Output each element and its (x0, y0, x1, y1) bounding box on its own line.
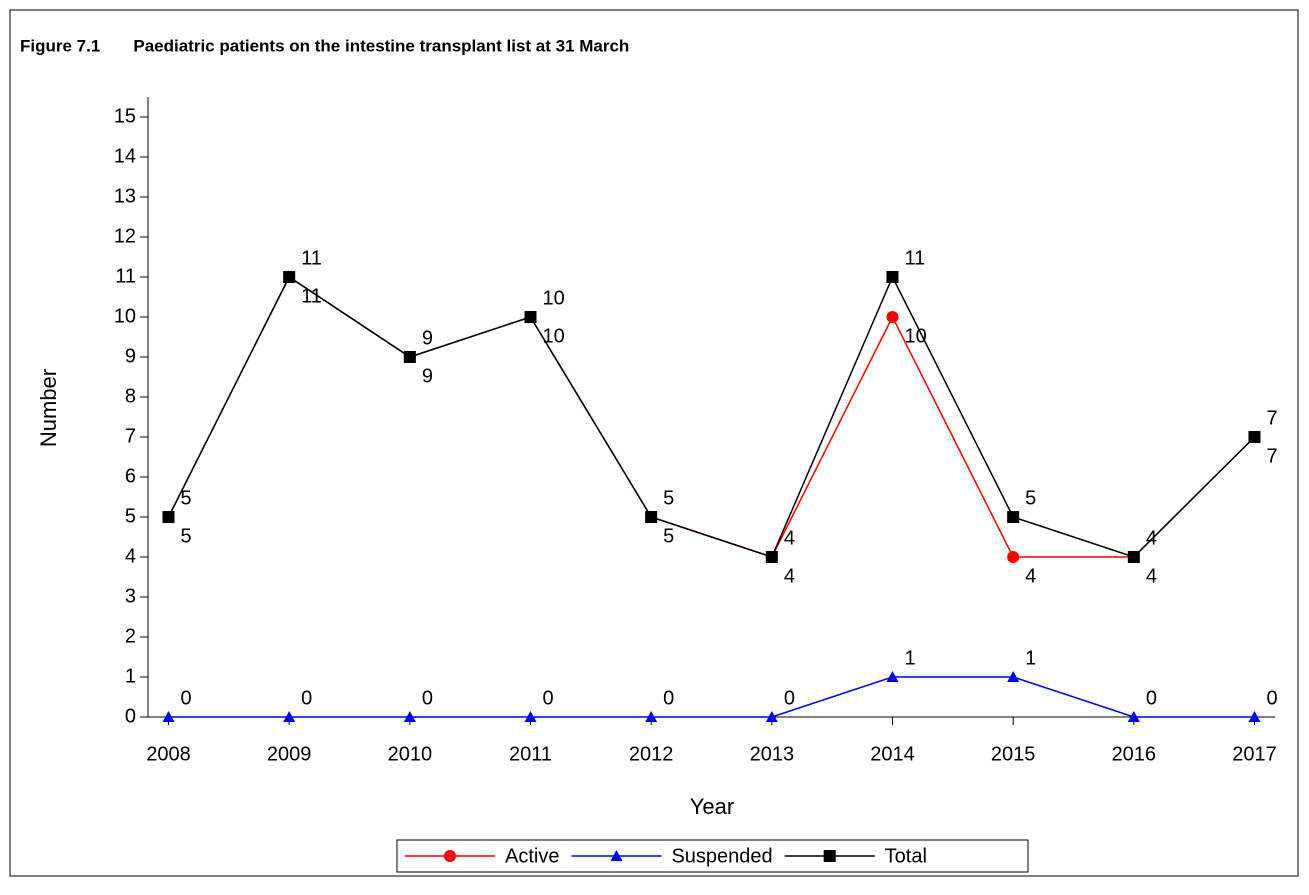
marker (283, 711, 296, 722)
y-tick-label: 1 (125, 665, 136, 687)
marker (1007, 551, 1020, 563)
legend-label: Total (885, 845, 927, 867)
marker (645, 511, 658, 523)
y-tick-label: 0 (125, 705, 136, 727)
data-label: 0 (663, 687, 674, 709)
series-line (167, 275, 1256, 558)
data-label: 0 (181, 687, 192, 709)
y-tick-label: 10 (114, 305, 136, 327)
data-label: 4 (1025, 565, 1036, 587)
y-tick-label: 3 (125, 585, 136, 607)
data-label: 7 (1266, 407, 1277, 429)
frame (9, 9, 1299, 877)
series-line (168, 676, 1255, 718)
x-tick-label: 2012 (629, 743, 674, 765)
legend-label: Active (505, 845, 559, 867)
marker (524, 311, 537, 323)
legend-label: Suspended (671, 845, 772, 867)
data-label: 9 (422, 327, 433, 349)
data-label: 4 (784, 527, 795, 549)
marker (886, 271, 899, 283)
data-label: 0 (422, 687, 433, 709)
data-label: 4 (1146, 527, 1157, 549)
y-tick-label: 2 (125, 625, 136, 647)
data-label: 10 (543, 325, 565, 347)
series-line (167, 275, 1256, 558)
data-label: 0 (1146, 687, 1157, 709)
x-tick-label: 2009 (267, 743, 312, 765)
x-tick-label: 2015 (991, 743, 1036, 765)
marker (886, 311, 899, 323)
marker (1248, 431, 1261, 443)
y-tick-label: 4 (125, 545, 136, 567)
x-tick-label: 2008 (146, 743, 191, 765)
y-tick-label: 14 (114, 145, 136, 167)
y-tick-label: 13 (114, 185, 136, 207)
data-label: 9 (422, 365, 433, 387)
marker (162, 511, 175, 523)
data-label: 4 (1146, 565, 1157, 587)
x-tick-label: 2013 (750, 743, 795, 765)
x-axis-label: Year (690, 794, 734, 819)
y-tick-label: 9 (125, 345, 136, 367)
data-label: 5 (663, 487, 674, 509)
data-label: 1 (1025, 647, 1036, 669)
marker (1127, 551, 1140, 563)
data-label: 0 (784, 687, 795, 709)
chart-title: Figure 7.1 Paediatric patients on the in… (20, 36, 629, 55)
data-label: 10 (543, 287, 565, 309)
marker (403, 711, 416, 722)
data-label: 11 (301, 285, 322, 307)
x-tick-label: 2017 (1232, 743, 1277, 765)
data-label: 10 (904, 325, 926, 347)
data-label: 4 (784, 565, 795, 587)
y-tick-label: 11 (115, 265, 136, 287)
data-label: 5 (181, 525, 192, 547)
marker (645, 711, 658, 722)
y-tick-label: 7 (125, 425, 136, 447)
legend-marker (823, 850, 836, 862)
x-tick-label: 2014 (870, 743, 915, 765)
data-label: 1 (904, 647, 915, 669)
marker (1127, 711, 1140, 722)
data-label: 5 (663, 525, 674, 547)
x-tick-label: 2016 (1112, 743, 1157, 765)
marker (765, 551, 778, 563)
marker (886, 671, 899, 682)
y-tick-label: 15 (114, 105, 136, 127)
marker (283, 271, 296, 283)
x-tick-label: 2011 (509, 743, 552, 765)
marker (765, 711, 778, 722)
marker (1248, 711, 1261, 722)
marker (1007, 671, 1020, 682)
data-label: 11 (301, 247, 322, 269)
data-label: 0 (301, 687, 312, 709)
x-tick-label: 2010 (388, 743, 433, 765)
marker (162, 711, 175, 722)
y-axis-label: Number (36, 369, 61, 447)
y-tick-label: 8 (125, 385, 136, 407)
data-label: 11 (904, 247, 925, 269)
legend-marker (444, 850, 456, 862)
data-label: 0 (1266, 687, 1277, 709)
legend-marker (610, 850, 623, 861)
marker (403, 351, 416, 363)
data-label: 7 (1266, 445, 1277, 467)
marker (1007, 511, 1020, 523)
y-tick-label: 12 (114, 225, 136, 247)
y-tick-label: 5 (125, 505, 136, 527)
y-tick-label: 6 (125, 465, 136, 487)
data-label: 5 (181, 487, 192, 509)
legend-box (396, 839, 1029, 873)
marker (524, 711, 537, 722)
data-label: 5 (1025, 487, 1036, 509)
data-label: 0 (543, 687, 554, 709)
